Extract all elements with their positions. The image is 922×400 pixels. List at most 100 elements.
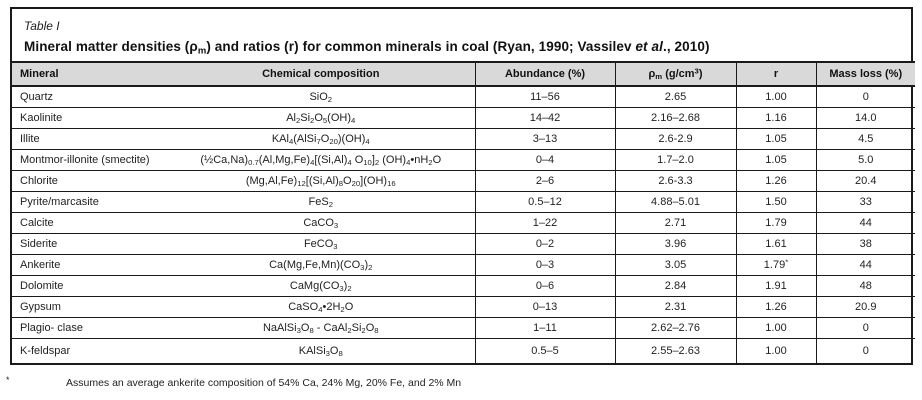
cell-mineral: Montmor-illonite (smectite) — [12, 149, 167, 171]
cell-density: 2.65 — [615, 86, 737, 108]
table-row: Kaolinite Al2Si2O5(OH)4 14–42 2.16–2.68 … — [12, 107, 915, 129]
table-row: Plagio- clase NaAlSi3O8 - CaAl2Si2O8 1–1… — [12, 317, 915, 339]
column-header-mass-loss: Mass loss (%) — [816, 61, 915, 87]
cell-mineral: K-feldspar — [20, 344, 71, 357]
cell-formula: KAl4(AlSi7O20)(OH)4 — [167, 128, 476, 150]
table-row: Montmor-illonite (smectite) (½Ca,Na)0.7(… — [12, 149, 915, 171]
cell-r: 1.00 — [736, 338, 817, 363]
cell-abundance: 0–13 — [475, 296, 616, 318]
cell-abundance: 2–6 — [475, 170, 616, 192]
cell-mass-loss: 48 — [816, 275, 915, 297]
cell-formula: CaMg(CO3)2 — [167, 275, 476, 297]
cell-r: 1.79 — [736, 212, 817, 234]
cell-r: 1.00 — [736, 317, 817, 339]
cell-r: 1.91 — [736, 275, 817, 297]
cell-r: 1.16 — [736, 107, 817, 129]
footnote-marker: * — [6, 375, 10, 385]
cell-mass-loss: 20.4 — [816, 170, 915, 192]
cell-abundance: 0–3 — [475, 254, 616, 276]
cell-formula: KAlSi3O8 — [167, 338, 476, 363]
cell-density: 2.6-2.9 — [615, 128, 737, 150]
cell-mineral: Kaolinite — [12, 107, 167, 129]
table-row: Calcite CaCO3 1–22 2.71 1.79 44 — [12, 212, 915, 234]
cell-density: 2.84 — [615, 275, 737, 297]
cell-abundance: 14–42 — [475, 107, 616, 129]
cell-mineral: Illite — [12, 128, 167, 150]
cell-abundance: 1–22 — [475, 212, 616, 234]
cell-mass-loss: 0 — [816, 86, 915, 108]
cell-mineral: Ankerite — [12, 254, 167, 276]
cell-formula: (Mg,Al,Fe)12[(Si,Al)8O20](OH)16 — [167, 170, 476, 192]
cell-mineral: Dolomite — [12, 275, 167, 297]
cell-abundance: 0–2 — [475, 233, 616, 255]
cell-formula: (½Ca,Na)0.7(Al,Mg,Fe)4[(Si,Al)4 O10]2 (O… — [167, 149, 476, 171]
cell-abundance: 1–11 — [475, 317, 616, 339]
cell-mineral: Gypsum — [12, 296, 167, 318]
cell-density: 2.16–2.68 — [615, 107, 737, 129]
cell-abundance: 0.5–12 — [475, 191, 616, 213]
table-row: Pyrite/marcasite FeS2 0.5–12 4.88–5.01 1… — [12, 191, 915, 213]
cell-formula: CaCO3 — [167, 212, 476, 234]
cell-formula: Ca(Mg,Fe,Mn)(CO3)2 — [167, 254, 476, 276]
cell-r: 1.26 — [736, 296, 817, 318]
column-header-mineral: Mineral — [12, 61, 167, 87]
cell-density: 1.7–2.0 — [615, 149, 737, 171]
table-row: Chlorite (Mg,Al,Fe)12[(Si,Al)8O20](OH)16… — [12, 170, 915, 192]
cell-formula: Al2Si2O5(OH)4 — [167, 107, 476, 129]
cell-density: 2.62–2.76 — [615, 317, 737, 339]
footnote-text: Assumes an average ankerite composition … — [66, 377, 462, 389]
cell-mineral: Siderite — [12, 233, 167, 255]
cell-mineral: Chlorite — [12, 170, 167, 192]
table-row: Illite KAl4(AlSi7O20)(OH)4 3–13 2.6-2.9 … — [12, 128, 915, 150]
minerals-table: Mineral Chemical composition Abundance (… — [12, 61, 915, 363]
column-header-r: r — [736, 61, 817, 87]
cell-density: 2.55–2.63 — [615, 338, 737, 363]
cell-density: 3.96 — [615, 233, 737, 255]
cell-r: 1.26 — [736, 170, 817, 192]
cell-mass-loss: 14.0 — [816, 107, 915, 129]
cell-mass-loss: 44 — [816, 212, 915, 234]
cell-formula: FeCO3 — [167, 233, 476, 255]
cell-r: 1.05 — [736, 128, 817, 150]
cell-density: 4.88–5.01 — [615, 191, 737, 213]
title-block: Table I Mineral matter densities (ρm) an… — [12, 9, 911, 61]
cell-mass-loss: 33 — [816, 191, 915, 213]
cell-mass-loss: 0 — [862, 344, 869, 357]
table-row: K-feldspar KAlSi3O8 0.5–5 2.55–2.63 1.00… — [12, 338, 915, 363]
cell-formula: CaSO4•2H2O — [167, 296, 476, 318]
column-header-abundance: Abundance (%) — [475, 61, 616, 87]
cell-abundance: 11–56 — [475, 86, 616, 108]
cell-density: 2.31 — [615, 296, 737, 318]
cell-mass-loss: 0 — [816, 317, 915, 339]
cell-formula: SiO2 — [167, 86, 476, 108]
cell-density: 2.71 — [615, 212, 737, 234]
table-row: Gypsum CaSO4•2H2O 0–13 2.31 1.26 20.9 — [12, 296, 915, 318]
table-label: Table I — [24, 19, 60, 33]
cell-abundance: 0.5–5 — [475, 338, 616, 363]
table-row: Quartz SiO2 11–56 2.65 1.00 0 — [12, 86, 915, 108]
cell-r: 1.61 — [736, 233, 817, 255]
cell-r: 1.50 — [736, 191, 817, 213]
cell-mass-loss: 38 — [816, 233, 915, 255]
cell-mass-loss: 20.9 — [816, 296, 915, 318]
table-row: Siderite FeCO3 0–2 3.96 1.61 38 — [12, 233, 915, 255]
cell-abundance: 0–6 — [475, 275, 616, 297]
table-title: Mineral matter densities (ρm) and ratios… — [24, 39, 710, 57]
column-header-density: ρm (g/cm3) — [615, 61, 737, 87]
cell-r: 1.79* — [736, 254, 817, 276]
header-row: Mineral Chemical composition Abundance (… — [12, 61, 915, 87]
cell-r: 1.00 — [736, 86, 817, 108]
cell-abundance: 3–13 — [475, 128, 616, 150]
cell-mass-loss: 5.0 — [816, 149, 915, 171]
table-row: Dolomite CaMg(CO3)2 0–6 2.84 1.91 48 — [12, 275, 915, 297]
cell-mineral: Calcite — [12, 212, 167, 234]
cell-mass-loss: 44 — [816, 254, 915, 276]
table-frame: Table I Mineral matter densities (ρm) an… — [10, 7, 915, 365]
table-row: Ankerite Ca(Mg,Fe,Mn)(CO3)2 0–3 3.05 1.7… — [12, 254, 915, 276]
cell-mass-loss: 4.5 — [816, 128, 915, 150]
column-header-composition: Chemical composition — [167, 61, 476, 87]
cell-mineral: Pyrite/marcasite — [12, 191, 167, 213]
cell-r: 1.05 — [736, 149, 817, 171]
cell-density: 3.05 — [615, 254, 737, 276]
